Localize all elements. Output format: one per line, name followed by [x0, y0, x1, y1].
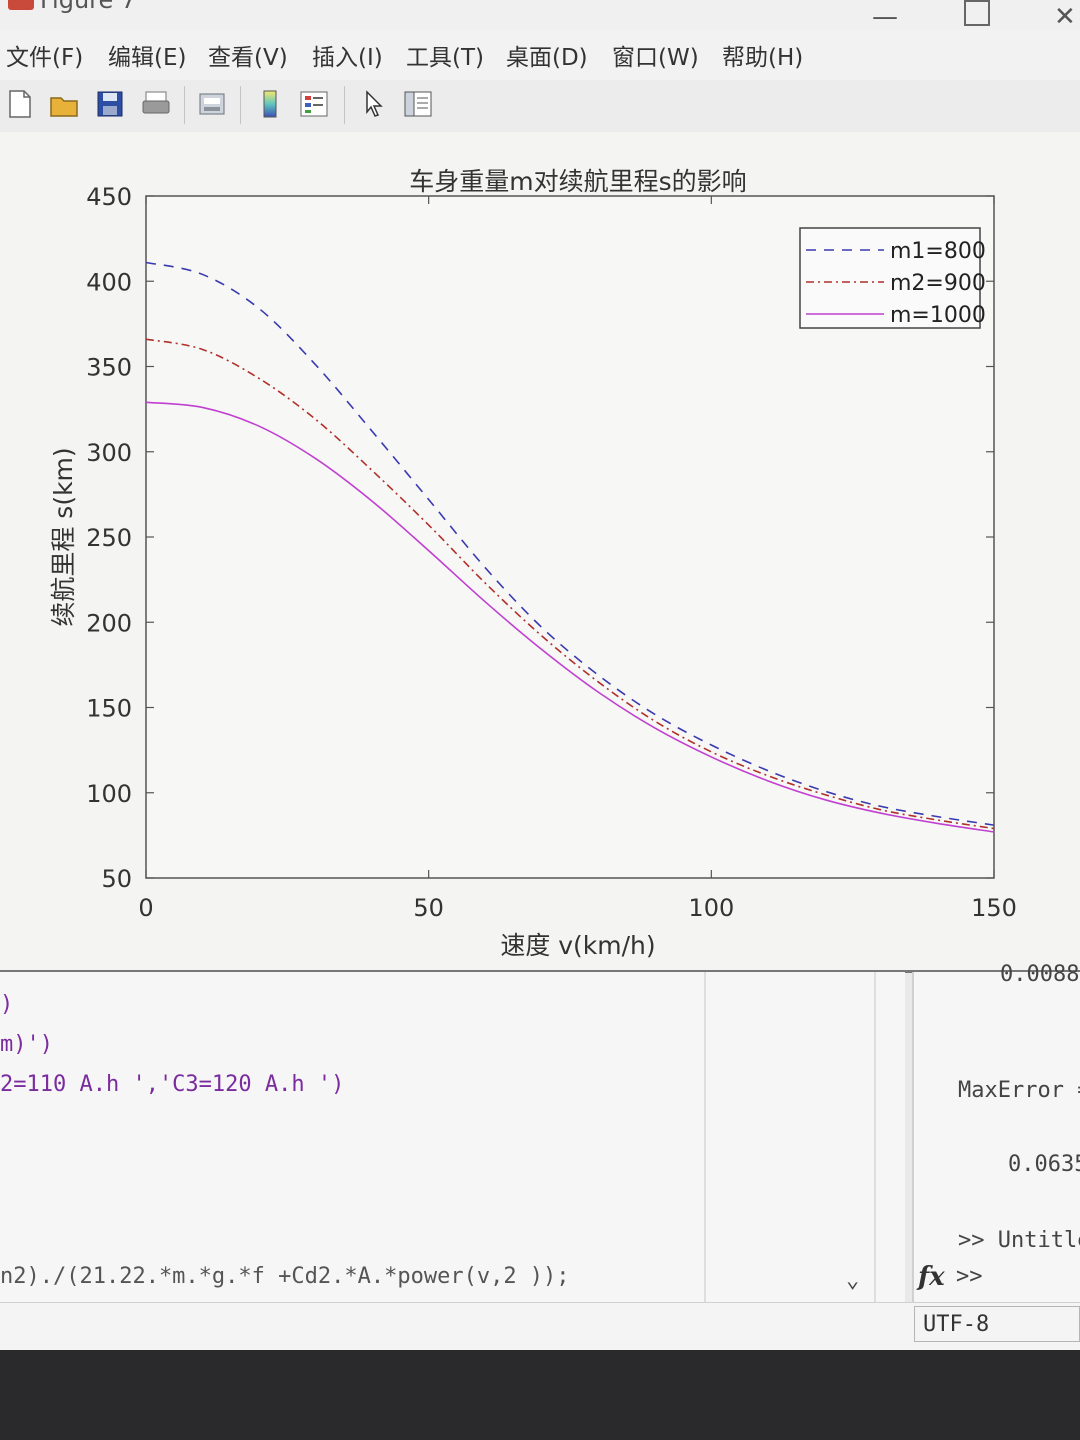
- matlab-figure-icon: [8, 0, 34, 10]
- toolbar-separator: [184, 86, 185, 124]
- menu-edit[interactable]: 编辑(E): [108, 45, 187, 71]
- open-file-icon[interactable]: [48, 88, 80, 120]
- y-tick-label: 150: [86, 695, 132, 723]
- code-line: m)'): [0, 1032, 53, 1057]
- maximize-icon[interactable]: [964, 0, 990, 26]
- chevron-down-icon[interactable]: ⌄: [846, 1268, 860, 1293]
- print-icon[interactable]: [140, 88, 172, 120]
- encoding-indicator: UTF-8: [914, 1306, 1080, 1342]
- y-tick-label: 300: [86, 439, 132, 467]
- line-chart: 车身重量m对续航里程s的影响 50 100 150 200 250 300 350 400 45…: [49, 167, 1017, 960]
- property-editor-icon[interactable]: [402, 88, 434, 120]
- window-title: Figure 7: [40, 0, 137, 14]
- minimize-icon[interactable]: —: [872, 2, 898, 32]
- legend-label: m=1000: [890, 303, 986, 328]
- code-line: 2=110 A.h ','C3=120 A.h '): [0, 1072, 345, 1097]
- y-tick-label: 350: [86, 354, 132, 382]
- x-axis: 0 50 100 150: [138, 196, 1017, 922]
- legend-box: [799, 227, 981, 329]
- panel-divider[interactable]: [704, 972, 706, 1302]
- legend-label: m2=900: [890, 271, 986, 296]
- y-tick-label: 450: [86, 183, 132, 211]
- panel-divider[interactable]: [874, 972, 876, 1302]
- legend[interactable]: m1=800 m2=900 m=1000: [799, 227, 986, 329]
- command-window[interactable]: ) m)') 2=110 A.h ','C3=120 A.h ') n2)./(…: [0, 972, 905, 1302]
- series-line-2: [145, 338, 995, 830]
- figure-canvas: 车身重量m对续航里程s的影响 50 100 150 200 250 300 350 400 45…: [0, 132, 1080, 973]
- menu-insert[interactable]: 插入(I): [312, 45, 383, 71]
- menu-tools[interactable]: 工具(T): [406, 45, 484, 71]
- command-prompt[interactable]: >>: [956, 1264, 983, 1289]
- x-tick-label: 0: [138, 894, 153, 922]
- menu-file[interactable]: 文件(F): [6, 45, 84, 71]
- legend-label: m1=800: [890, 239, 986, 264]
- legend-icon[interactable]: [298, 88, 330, 120]
- menu-help[interactable]: 帮助(H): [722, 45, 804, 71]
- prompt-line: >> Untitle: [958, 1228, 1080, 1253]
- code-line: n2)./(21.22.*m.*g.*f +Cd2.*A.*power(v,2 …: [0, 1264, 570, 1289]
- figure-toolbar: [0, 80, 1080, 133]
- print-preview-icon[interactable]: [196, 88, 228, 120]
- window-titlebar: Figure 7 — ✕: [0, 0, 1080, 32]
- colorbar-icon[interactable]: [254, 88, 286, 120]
- y-tick-label: 250: [86, 524, 132, 552]
- save-icon[interactable]: [94, 88, 126, 120]
- pointer-icon[interactable]: [358, 88, 390, 120]
- y-axis: 50 100 150 200 250 300 350 400 450: [86, 183, 994, 893]
- x-tick-label: 100: [688, 894, 734, 922]
- menu-window[interactable]: 窗口(W): [612, 45, 699, 71]
- menu-desktop[interactable]: 桌面(D): [506, 45, 588, 71]
- output-value: 0.0635: [1008, 1152, 1080, 1177]
- series-line-1: [145, 261, 995, 826]
- code-line: ): [0, 992, 14, 1017]
- chart-title: 车身重量m对续航里程s的影响: [409, 167, 746, 196]
- y-tick-label: 50: [101, 865, 132, 893]
- menu-bar: 文件(F) 编辑(E) 查看(V) 插入(I) 工具(T) 桌面(D) 窗口(W…: [0, 30, 1080, 80]
- menu-view[interactable]: 查看(V): [208, 45, 288, 71]
- x-tick-label: 150: [971, 894, 1017, 922]
- output-label: MaxError =: [958, 1078, 1080, 1103]
- series-line-3: [145, 401, 995, 833]
- status-bar: [0, 1302, 1080, 1351]
- output-value-top: 0.0088: [1000, 962, 1080, 987]
- x-tick-label: 50: [413, 894, 444, 922]
- monitor-bezel: [0, 1350, 1080, 1440]
- toolbar-separator: [240, 86, 241, 124]
- y-axis-label: 续航里程 s(km): [49, 447, 78, 626]
- x-axis-label: 速度 v(km/h): [500, 931, 655, 960]
- y-tick-label: 200: [86, 609, 132, 637]
- series-lines: [145, 261, 995, 833]
- y-tick-label: 100: [86, 780, 132, 808]
- toolbar-separator: [344, 86, 345, 124]
- close-icon[interactable]: ✕: [1054, 2, 1076, 32]
- fx-icon[interactable]: fx: [918, 1262, 945, 1292]
- output-panel: 0.0088 MaxError = 0.0635 >> Untitle fx >…: [912, 962, 1080, 1302]
- y-tick-label: 400: [86, 268, 132, 296]
- new-figure-icon[interactable]: [4, 88, 36, 120]
